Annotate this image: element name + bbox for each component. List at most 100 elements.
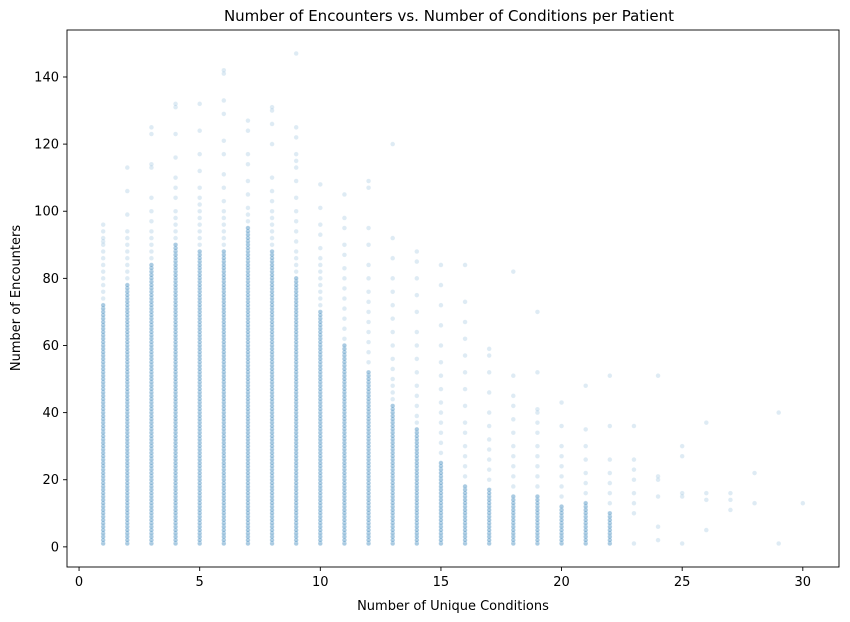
data-point [124, 510, 130, 516]
data-point [631, 541, 637, 547]
data-point [124, 470, 130, 476]
data-point [100, 302, 106, 308]
data-point [124, 541, 130, 547]
data-point [100, 440, 106, 446]
data-point [124, 285, 130, 291]
data-point [341, 285, 347, 291]
data-point [583, 383, 589, 389]
data-point [148, 494, 154, 500]
data-point [148, 487, 154, 493]
data-point [124, 534, 130, 540]
data-point [607, 500, 613, 506]
data-point [148, 416, 154, 422]
data-point [148, 507, 154, 513]
data-point [100, 386, 106, 392]
data-point [148, 413, 154, 419]
data-point [124, 463, 130, 469]
data-point [100, 450, 106, 456]
data-point [148, 433, 154, 439]
data-point [100, 507, 106, 513]
data-point [124, 507, 130, 513]
data-point [100, 332, 106, 338]
data-point [148, 393, 154, 399]
data-point [100, 269, 106, 275]
data-point [173, 215, 179, 221]
data-point [366, 275, 372, 281]
data-point [100, 353, 106, 359]
data-point [293, 262, 299, 268]
data-point [462, 386, 468, 392]
data-point [124, 302, 130, 308]
data-point [100, 420, 106, 426]
data-point [269, 249, 275, 255]
data-point [100, 504, 106, 510]
data-point [124, 447, 130, 453]
y-tick-label: 20 [42, 473, 59, 488]
data-point [438, 262, 444, 268]
data-point [462, 473, 468, 479]
data-point [148, 443, 154, 449]
data-point [100, 410, 106, 416]
data-point [438, 373, 444, 379]
data-point [148, 440, 154, 446]
data-point [124, 433, 130, 439]
data-point [100, 500, 106, 506]
data-point [631, 467, 637, 473]
data-point [148, 430, 154, 436]
data-point [534, 453, 540, 459]
data-point [100, 396, 106, 402]
data-point [148, 480, 154, 486]
data-point [486, 447, 492, 453]
data-point [124, 326, 130, 332]
data-point [390, 403, 396, 409]
data-point [124, 490, 130, 496]
data-point [366, 309, 372, 315]
data-point [148, 463, 154, 469]
data-point [462, 319, 468, 325]
data-point [148, 473, 154, 479]
data-point [100, 467, 106, 473]
data-point [100, 510, 106, 516]
data-point [124, 282, 130, 288]
data-point [148, 477, 154, 483]
data-point [197, 222, 203, 228]
data-point [124, 342, 130, 348]
data-point [148, 457, 154, 463]
data-point [100, 487, 106, 493]
data-point [124, 363, 130, 369]
data-point [100, 366, 106, 372]
data-point [124, 383, 130, 389]
data-point [100, 275, 106, 281]
data-point [390, 275, 396, 281]
data-point [148, 463, 154, 469]
data-point [124, 393, 130, 399]
data-point [341, 296, 347, 302]
data-point [100, 487, 106, 493]
data-point [366, 225, 372, 231]
data-point [269, 235, 275, 241]
data-point [148, 527, 154, 533]
data-point [100, 426, 106, 432]
data-point [124, 453, 130, 459]
data-point [124, 494, 130, 500]
data-point [124, 537, 130, 543]
data-point [124, 541, 130, 547]
data-point [148, 480, 154, 486]
data-point [414, 356, 420, 362]
data-point [100, 433, 106, 439]
data-point [124, 426, 130, 432]
data-point [148, 520, 154, 526]
data-point [148, 400, 154, 406]
data-point [341, 242, 347, 248]
data-point [583, 480, 589, 486]
data-point [124, 349, 130, 355]
data-point [631, 500, 637, 506]
data-point [124, 413, 130, 419]
data-point [197, 202, 203, 208]
data-point [100, 457, 106, 463]
data-point [173, 175, 179, 181]
data-point [293, 249, 299, 255]
data-point [293, 228, 299, 234]
data-point [148, 527, 154, 533]
data-point [583, 490, 589, 496]
